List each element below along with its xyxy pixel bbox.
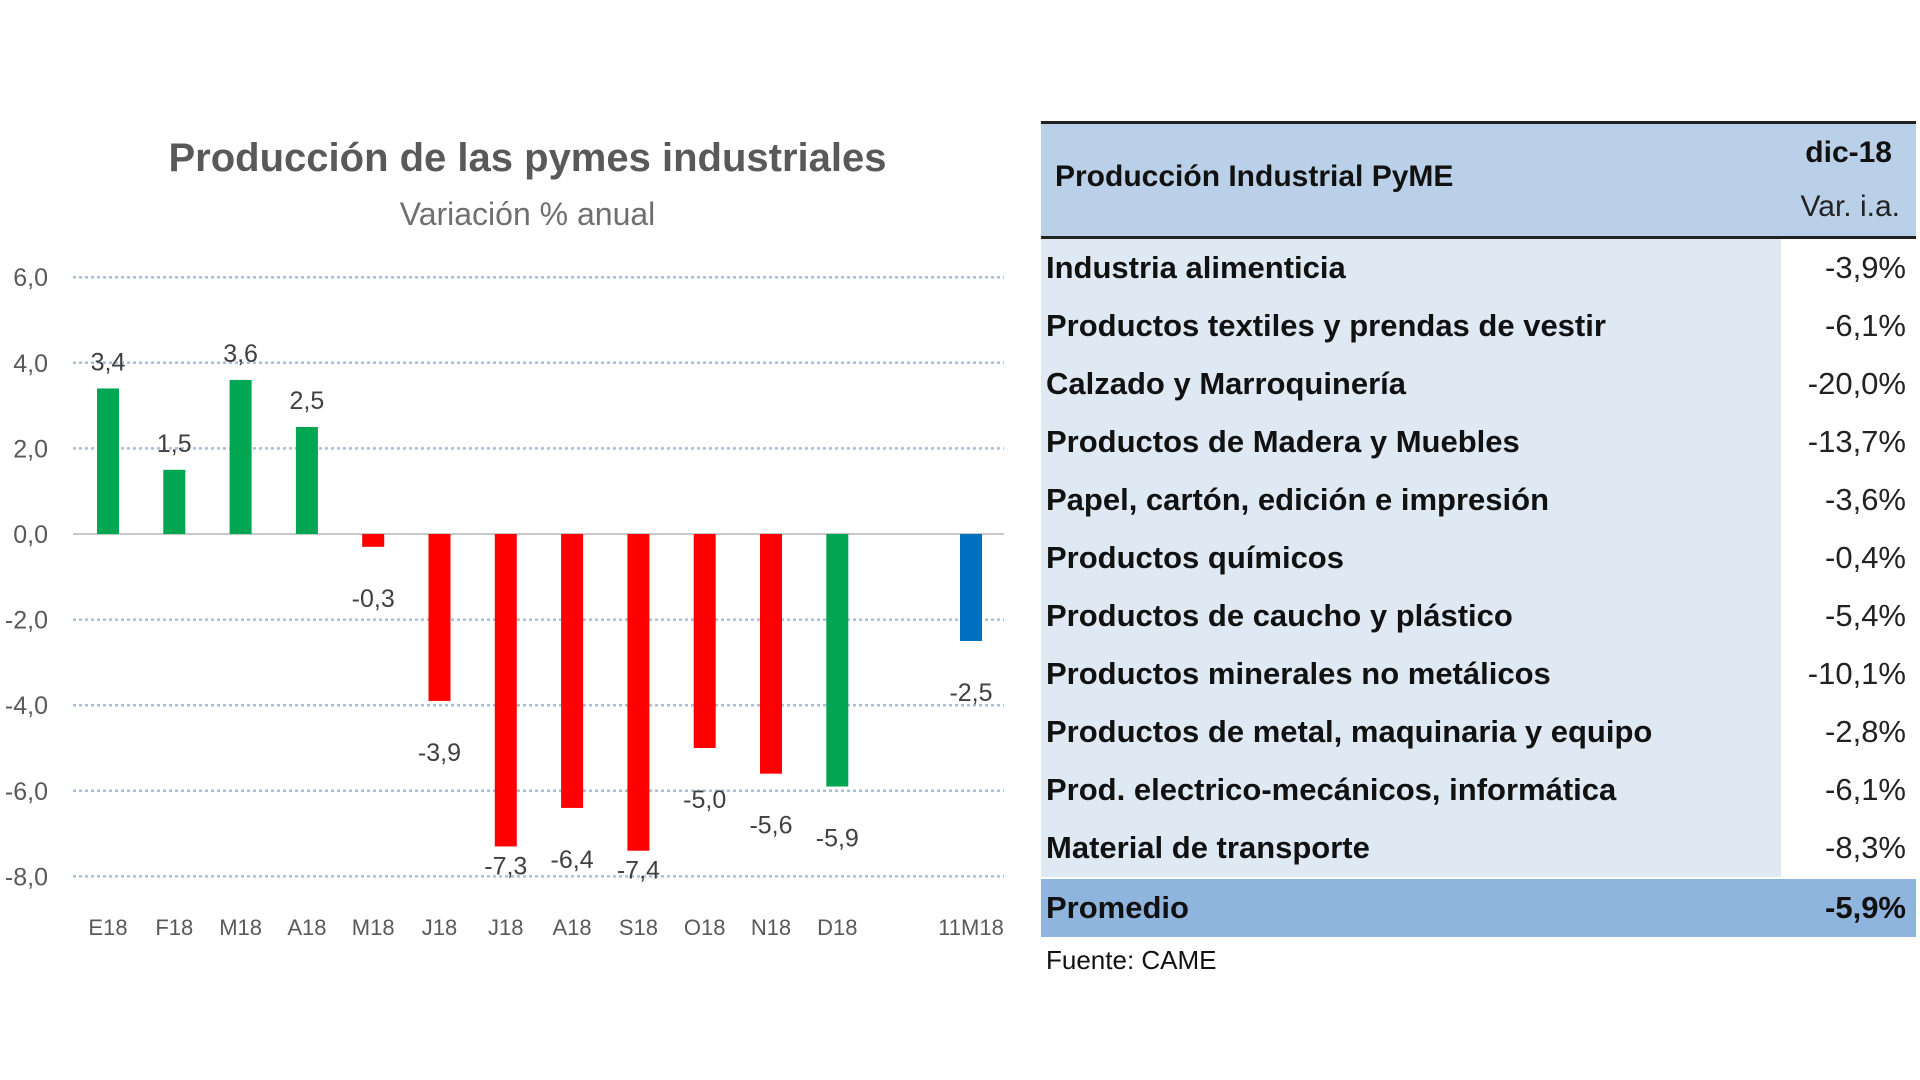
table-row: Productos de metal, maquinaria y equipo -… (1041, 703, 1916, 761)
row-label: Calzado y Marroquinería (1041, 355, 1781, 413)
row-value: -3,9% (1825, 250, 1906, 285)
x-tick-label: M18 (352, 915, 395, 940)
bar-chart: 6,0 4,0 2,0 0,0 -2,0 -4,0 -6,0 -8,0 3,4 E18 1,5 F18… (5, 264, 1004, 940)
data-label: -5,6 (749, 812, 792, 840)
source-note: Fuente: CAME (1046, 945, 1217, 975)
table-row: Productos de Madera y Muebles -13,7% (1041, 413, 1916, 471)
y-tick-label: 6,0 (13, 264, 48, 292)
x-tick-label: J18 (488, 915, 523, 940)
y-tick-label: -2,0 (5, 607, 48, 635)
table-row: Papel, cartón, edición e impresión -3,6% (1041, 471, 1916, 529)
bar (163, 469, 186, 534)
data-label: -5,9 (816, 825, 859, 853)
y-tick-label: -4,0 (5, 692, 48, 720)
data-label: -3,9 (418, 739, 461, 767)
bar (428, 534, 451, 701)
data-label: 2,5 (290, 387, 325, 415)
data-label: -5,0 (683, 786, 726, 814)
bar (627, 534, 650, 851)
column-header: Var. i.a. (1800, 190, 1901, 223)
x-tick-label: S18 (619, 915, 658, 940)
industry-table: Producción Industrial PyME dic-18 Var. i… (1041, 121, 1916, 937)
row-label: Productos de Madera y Muebles (1041, 413, 1781, 471)
row-value: -20,0% (1807, 366, 1906, 401)
x-tick-label: J18 (422, 915, 457, 940)
row-label: Productos de metal, maquinaria y equipo (1041, 703, 1781, 761)
data-label: 1,5 (157, 430, 192, 458)
x-tick-label: D18 (817, 915, 857, 940)
chart-title: Producción de las pymes industriales (168, 136, 887, 180)
row-label: Papel, cartón, edición e impresión (1041, 471, 1781, 529)
bar (960, 534, 982, 641)
row-value: -3,6% (1825, 482, 1906, 517)
x-tick-label: N18 (751, 915, 791, 940)
y-tick-label: 2,0 (13, 435, 48, 463)
period-header: dic-18 (1805, 136, 1892, 169)
table-row: Productos químicos -0,4% (1041, 529, 1916, 587)
table-row: Material de transporte -8,3% (1041, 819, 1916, 877)
y-tick-label: -6,0 (5, 778, 48, 806)
row-label: Material de transporte (1041, 819, 1781, 877)
x-tick-label: F18 (155, 915, 193, 940)
row-label: Productos de caucho y plástico (1041, 587, 1781, 645)
bar (826, 534, 849, 787)
x-tick-label: A18 (553, 915, 592, 940)
row-value: -0,4% (1825, 540, 1906, 575)
row-label: Prod. electrico-mecánicos, informática (1041, 761, 1781, 819)
data-label: -6,4 (551, 846, 594, 874)
row-value: -6,1% (1825, 308, 1906, 343)
x-tick-label: E18 (88, 915, 127, 940)
x-tick-label: O18 (684, 915, 726, 940)
y-tick-label: 0,0 (13, 521, 48, 549)
row-value: -10,1% (1807, 656, 1906, 691)
bar (760, 534, 782, 774)
average-label: Promedio (1046, 890, 1189, 925)
row-label: Productos minerales no metálicos (1041, 645, 1781, 703)
row-label: Industria alimenticia (1041, 239, 1781, 297)
bar (494, 534, 517, 847)
bar (229, 379, 252, 534)
data-label: -7,4 (617, 857, 660, 885)
average-row: Promedio -5,9% (1041, 879, 1916, 937)
x-tick-label: A18 (287, 915, 326, 940)
bar (362, 534, 385, 547)
y-tick-label: -8,0 (5, 863, 48, 891)
data-label: 3,4 (91, 348, 126, 376)
table-row: Prod. electrico-mecánicos, informática -6… (1041, 761, 1916, 819)
row-label: Productos textiles y prendas de vestir (1041, 297, 1781, 355)
x-tick-label: M18 (219, 915, 262, 940)
data-label: 3,6 (223, 340, 258, 368)
table-row: Productos minerales no metálicos -10,1% (1041, 645, 1916, 703)
chart-subtitle: Variación % anual (399, 196, 656, 232)
table-row: Calzado y Marroquinería -20,0% (1041, 355, 1916, 413)
row-label: Productos químicos (1041, 529, 1781, 587)
bar (561, 534, 584, 808)
row-value: -6,1% (1825, 772, 1906, 807)
bar (693, 534, 716, 748)
bar (295, 427, 318, 534)
average-value: -5,9% (1825, 890, 1906, 925)
row-value: -2,8% (1825, 714, 1906, 749)
table-row: Productos de caucho y plástico -5,4% (1041, 587, 1916, 645)
data-label: -2,5 (949, 679, 992, 707)
bar (97, 388, 119, 534)
data-label: -7,3 (484, 852, 527, 880)
table-header: Producción Industrial PyME dic-18 Var. i… (1041, 124, 1916, 239)
table-title: Producción Industrial PyME (1055, 160, 1454, 193)
table-row: Industria alimenticia -3,9% (1041, 239, 1916, 297)
x-tick-label: 11M18 (938, 915, 1004, 940)
y-tick-label: 4,0 (13, 350, 48, 378)
row-value: -8,3% (1825, 830, 1906, 865)
data-label: -0,3 (352, 585, 395, 613)
row-value: -13,7% (1807, 424, 1906, 459)
table-row: Productos textiles y prendas de vestir -6… (1041, 297, 1916, 355)
row-value: -5,4% (1825, 598, 1906, 633)
